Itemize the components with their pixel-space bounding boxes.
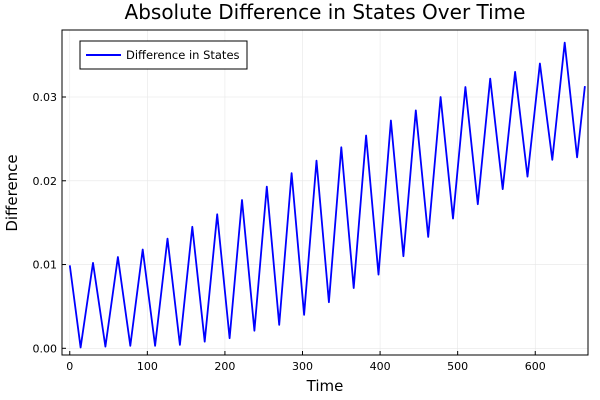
y-tick-label: 0.01 bbox=[33, 259, 58, 272]
x-tick-label: 500 bbox=[447, 360, 468, 373]
x-axis: 0 100 200 300 400 500 600 bbox=[66, 351, 546, 373]
y-axis: 0.00 0.01 0.02 0.03 bbox=[33, 91, 66, 355]
y-tick-label: 0.00 bbox=[33, 342, 58, 355]
x-axis-label: Time bbox=[306, 377, 344, 395]
series-line bbox=[68, 41, 586, 349]
x-tick-label: 100 bbox=[137, 360, 158, 373]
y-axis-label: Difference bbox=[3, 154, 21, 231]
y-tick-label: 0.02 bbox=[33, 175, 58, 188]
grid bbox=[62, 30, 588, 355]
plot-area bbox=[61, 29, 589, 356]
chart-title: Absolute Difference in States Over Time bbox=[125, 0, 526, 24]
legend: Difference in States bbox=[79, 40, 248, 70]
legend-entry: Difference in States bbox=[126, 48, 240, 62]
x-tick-label: 600 bbox=[525, 360, 546, 373]
x-tick-label: 200 bbox=[214, 360, 235, 373]
x-tick-label: 300 bbox=[292, 360, 313, 373]
x-tick-label: 400 bbox=[370, 360, 391, 373]
y-tick-label: 0.03 bbox=[33, 91, 58, 104]
x-tick-label: 0 bbox=[66, 360, 73, 373]
series-layer bbox=[68, 41, 586, 349]
